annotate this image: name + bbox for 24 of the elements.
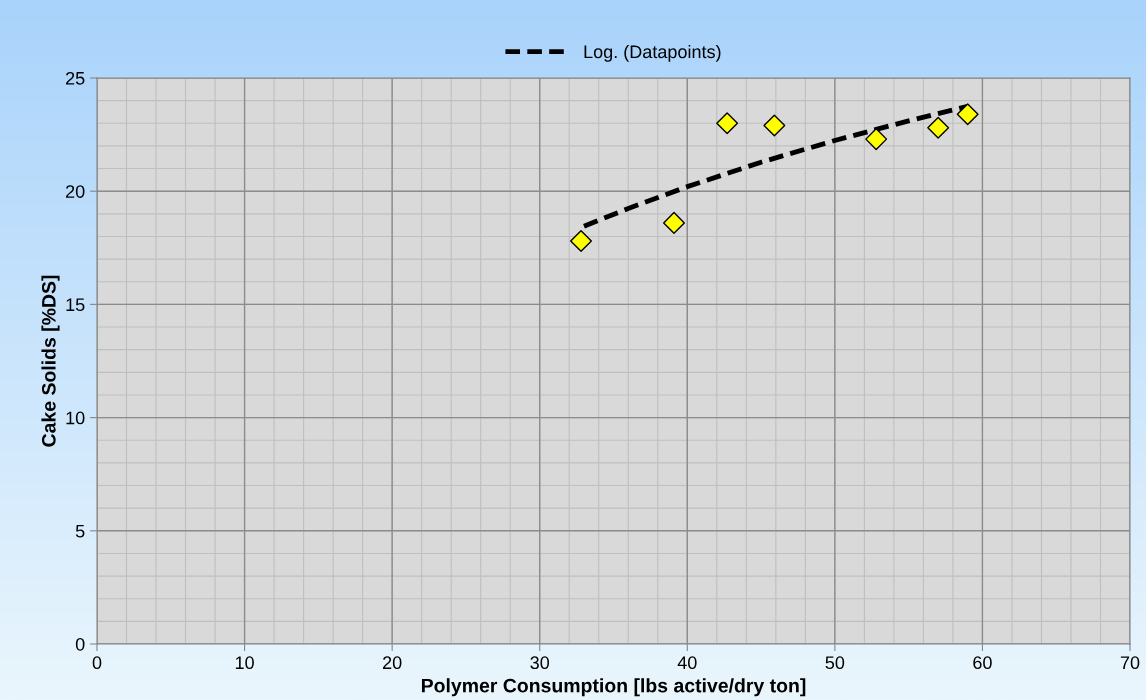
point [865,128,888,151]
point [570,230,593,253]
y-tick-label: 0 [75,637,85,651]
x-tick-label: 10 [235,656,254,670]
y-tick-label: 10 [66,411,85,425]
x-tick-label: 0 [92,656,102,670]
y-axis-title: Cake Solids [%DS] [41,275,60,447]
x-tick-label: 50 [825,656,845,670]
point [663,211,685,234]
y-tick-label: 5 [75,524,85,538]
point [927,116,950,139]
y-tick-label: 25 [66,71,85,85]
x-tick-label: 70 [1120,656,1140,670]
y-tick-label: 20 [66,185,85,198]
x-tick-label: 20 [383,656,402,670]
point [956,103,979,126]
x-tick-label: 60 [973,656,992,670]
legend-label: Log. (Datapoints) [584,44,721,62]
x-tick-label: 30 [530,656,550,670]
x-tick-label: 40 [677,656,697,670]
point [716,112,739,135]
x-axis-title: Polymer Consumption [lbs active/dry ton] [421,678,806,697]
y-tick-label: 15 [66,298,85,312]
point [763,114,786,137]
